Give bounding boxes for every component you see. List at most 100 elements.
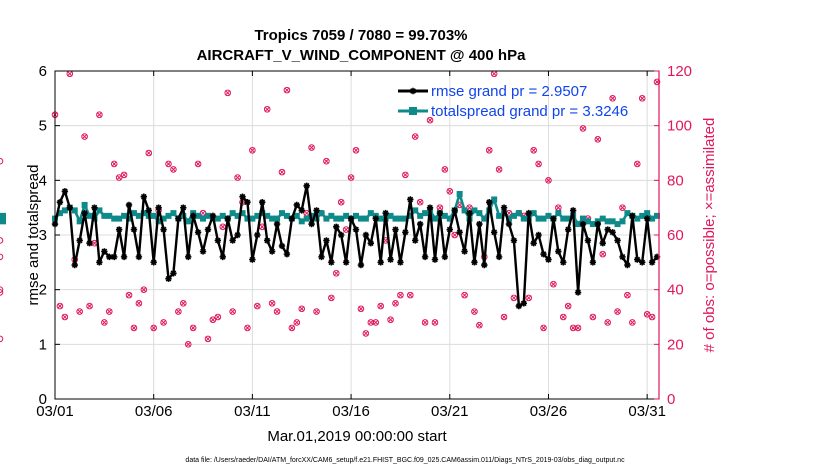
rmse-point [569,207,577,214]
obs-assimilated-marker [619,205,626,211]
obs-assimilated-marker [570,325,576,331]
totalspread-point [580,215,587,222]
y-axis-right-ticks: 0 20 40 60 80 100 120 [654,63,692,408]
data-file-footer: data file: /Users/raeder/DAI/ATM_forcXX/… [185,457,625,464]
totalspread-point [481,215,488,222]
totalspread-point [278,210,285,217]
totalspread-point [204,212,211,219]
y-left-tick-label: 6 [39,63,47,80]
totalspread-point [639,212,646,219]
rmse-point [323,237,330,244]
rmse-point [130,226,138,233]
rmse-point [377,259,384,266]
obs-assimilated-marker [229,308,236,315]
rmse-point [362,231,370,239]
totalspread-point [244,215,251,222]
rmse-point [61,188,69,195]
x-tick-label: 03/16 [332,403,370,420]
rmse-point [574,289,582,296]
rmse-point [530,240,537,247]
obs-assimilated-marker [397,292,404,298]
obs-assimilated-marker [506,210,512,216]
rmse-point [352,226,360,233]
y-right-tick-label: 0 [667,391,675,408]
totalspread-point [0,218,6,225]
legend-rmse-star [409,87,417,95]
obs-assimilated-marker [560,314,566,320]
rmse-point [111,253,118,261]
obs-possible-marker [643,310,651,318]
obs-assimilated-marker [373,319,379,326]
obs-assimilated-marker [151,325,157,331]
totalspread-point [599,215,606,222]
totalspread-point [298,218,305,225]
totalspread-point [565,215,572,222]
totalspread-point [417,212,424,219]
rmse-point [589,259,597,266]
totalspread-point [654,212,661,219]
obs-possible-marker [416,198,424,206]
totalspread-point [254,212,261,219]
obs-possible-marker [426,116,434,124]
totalspread-point [328,212,335,219]
totalspread-point [584,218,591,225]
obs-assimilated-marker [254,303,260,309]
obs-assimilated-marker [437,205,443,211]
totalspread-point [274,215,281,222]
rmse-point [495,253,503,261]
obs-assimilated-marker [555,205,561,211]
rmse-point [185,253,192,261]
obs-assimilated-marker [442,166,448,173]
y-axis-left-ticks: 0 1 2 3 4 5 6 [39,63,60,408]
obs-possible-marker [268,300,276,307]
y-right-tick-label: 80 [667,172,684,189]
rmse-point [609,229,616,236]
obs-assimilated-marker [476,322,483,328]
obs-assimilated-marker [304,210,310,216]
rmse-point [219,253,226,261]
legend-rmse-label: rmse grand pr = 2.9507 [431,83,587,100]
obs-possible-marker [619,204,626,211]
obs-assimilated-marker [249,147,256,153]
totalspread-point [303,215,310,222]
y-left-tick-label: 1 [39,336,47,353]
obs-possible-marker [120,171,128,179]
totalspread-point [185,218,192,225]
rmse-point [560,259,567,266]
obs-possible-marker [461,291,468,299]
totalspread-point [150,212,157,219]
rmse-point [421,253,429,261]
totalspread-point [604,218,611,225]
obs-assimilated-marker [595,136,601,142]
rmse-point [550,215,557,222]
obs-possible-marker [0,157,4,165]
totalspread-point [461,207,468,214]
obs-assimilated-marker [294,319,300,326]
obs-possible-marker [130,324,138,332]
rmse-point [278,242,286,250]
rmse-point [619,253,626,261]
totalspread-point [402,215,409,222]
rmse-point [239,193,246,200]
obs-possible-marker [431,319,439,326]
rmse-point [333,223,340,230]
obs-assimilated-marker [392,300,399,306]
rmse-point [303,182,310,189]
totalspread-point [619,218,626,225]
rmse-point [342,259,350,266]
obs-assimilated-marker [590,314,596,320]
rmse-point [451,207,458,214]
obs-assimilated-marker [284,87,290,93]
obs-possible-marker [451,231,459,239]
rmse-point [471,259,478,266]
rmse-point [412,237,419,244]
rmse-point [431,256,439,263]
rmse-point [648,259,656,266]
x-tick-label: 03/31 [628,403,666,420]
x-axis-ticks: 03/01 03/06 03/11 03/16 03/21 03/26 03/31 [36,71,666,420]
obs-assimilated-marker [323,158,330,164]
rmse-point [209,212,217,220]
totalspread-point [101,212,108,219]
obs-assimilated-marker [289,325,295,331]
y-right-tick-label: 60 [667,227,684,244]
